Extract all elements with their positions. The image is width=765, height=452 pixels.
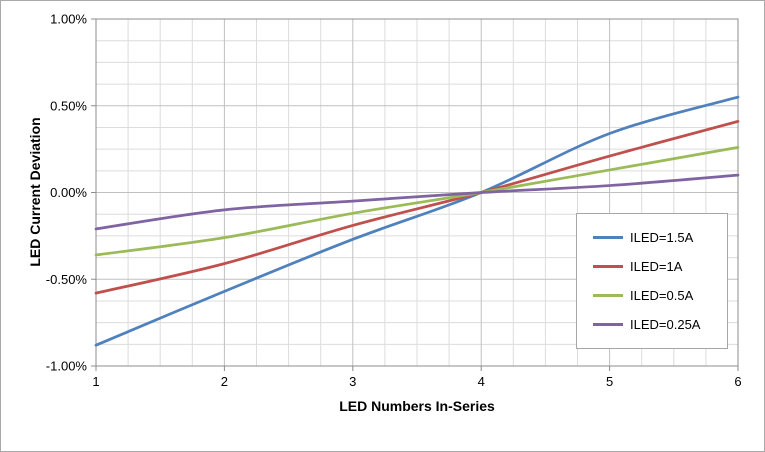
x-tick-label: 1 (92, 374, 99, 389)
legend-label: ILED=1A (630, 258, 683, 274)
x-axis-title: LED Numbers In-Series (339, 398, 495, 414)
y-tick-label: -1.00% (46, 359, 88, 374)
series-line-iled-0.25a (94, 173, 740, 231)
series-line-iled-1.5a (94, 95, 740, 347)
x-tick-label: 2 (221, 374, 228, 389)
y-tick-label: -0.50% (46, 272, 88, 287)
legend-item: ILED=1A (593, 252, 727, 280)
x-tick-label: 3 (349, 374, 356, 389)
y-tick-label: 0.00% (50, 185, 87, 200)
legend-item: ILED=0.5A (593, 282, 727, 310)
legend-label: ILED=0.25A (630, 317, 701, 333)
series-line-iled-1a (94, 119, 740, 295)
legend-item: ILED=1.5A (593, 223, 727, 251)
legend-label: ILED=0.5A (630, 288, 694, 304)
legend-label: ILED=1.5A (630, 229, 694, 245)
series-line-iled-0.5a (94, 146, 740, 257)
y-tick-label: 0.50% (50, 98, 87, 113)
tick-marks (91, 18, 739, 371)
x-tick-label: 4 (478, 374, 485, 389)
legend-item: ILED=0.25A (593, 311, 727, 339)
legend-line-swatch (593, 264, 623, 268)
y-tick-label: 1.00% (50, 12, 87, 27)
legend-line-swatch (593, 323, 623, 327)
tick-labels: 1 2 3 4 5 6 -1.00% -0.50% 0.00% 0.50% 1.00% (46, 12, 742, 390)
legend-line-swatch (593, 294, 623, 298)
y-axis-title: LED Current Deviation (27, 117, 43, 267)
x-tick-label: 6 (734, 374, 741, 389)
series-lines (94, 95, 740, 347)
legend-line-swatch (593, 235, 623, 239)
x-tick-label: 5 (606, 374, 613, 389)
legend: ILED=1.5A ILED=1A ILED=0.5A ILED=0.25A (576, 213, 728, 349)
